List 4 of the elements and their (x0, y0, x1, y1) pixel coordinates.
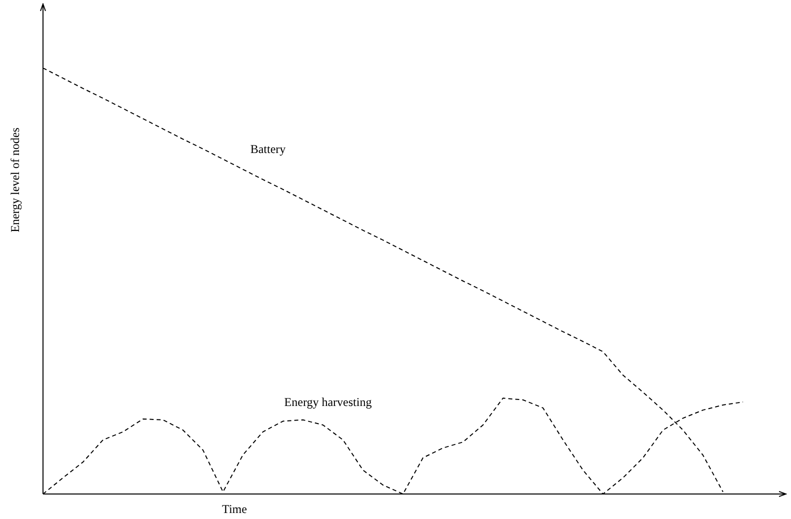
x-axis-title: Time (222, 502, 247, 516)
series-label: Battery (250, 142, 286, 156)
series-label: Energy harvesting (284, 395, 372, 410)
y-axis-title: Energy level of nodes (8, 127, 22, 232)
